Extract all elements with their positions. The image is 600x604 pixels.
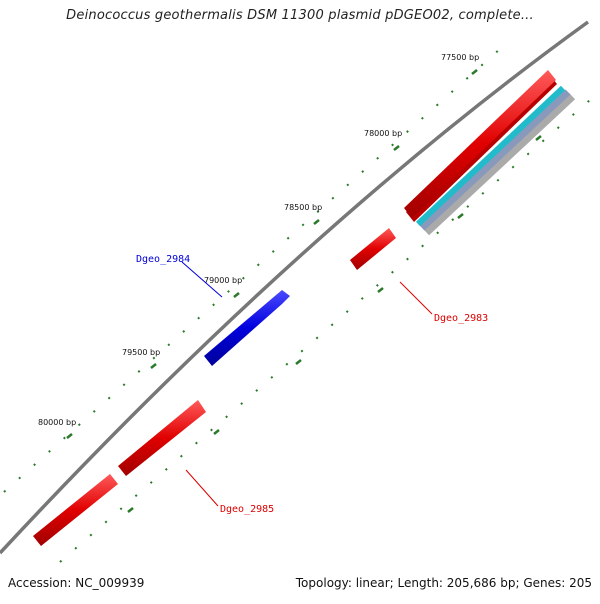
tick-label: 79000 bp (204, 276, 242, 285)
accession-label: Accession: NC_009939 (8, 576, 145, 590)
map-title: Deinococcus geothermalis DSM 11300 plasm… (66, 8, 534, 23)
tick-mark (66, 433, 73, 439)
tick-mark (393, 145, 400, 151)
gene-arrow-dgeo-2983[interactable] (350, 228, 396, 270)
gene-label-dgeo-2983[interactable]: Dgeo_2983 (434, 313, 488, 324)
outer-ruler (3, 39, 511, 493)
gene-label-dgeo-2984[interactable]: Dgeo_2984 (136, 254, 190, 265)
outer-ruler-dots (3, 39, 511, 493)
track-steel (419, 89, 571, 231)
tick-label: 78000 bp (364, 129, 402, 138)
tick-mark (233, 292, 240, 298)
tick-mark (471, 69, 478, 75)
tick-mark (313, 219, 320, 225)
leader-line-dgeo-2985 (185, 469, 219, 507)
track-cyan (415, 85, 566, 227)
tick-label: 78500 bp (284, 203, 322, 212)
gene-arrow-large[interactable] (404, 70, 556, 218)
leader-line-dgeo-2983 (399, 281, 433, 315)
gene-arrow-lower[interactable] (33, 474, 118, 546)
tick-mark (213, 429, 220, 435)
tick-mark (127, 507, 134, 513)
genes (33, 70, 557, 546)
gene-arrow-dgeo-2985[interactable] (118, 400, 206, 476)
tick-mark (457, 213, 464, 219)
inner-ruler-dots (59, 99, 591, 563)
leader-line-dgeo-2984 (181, 261, 223, 298)
tick-mark (377, 287, 384, 293)
tick-labels: 77500 bp 78000 bp 78500 bp 79000 bp 7950… (38, 53, 479, 427)
tick-label: 80000 bp (38, 418, 76, 427)
track-shadow (422, 92, 576, 236)
feature-tracks (415, 85, 576, 236)
tick-label: 79500 bp (122, 348, 160, 357)
tick-mark (295, 359, 302, 365)
gene-labels: Dgeo_2984 Dgeo_2983 Dgeo_2985 (136, 254, 488, 515)
genome-backbone (0, 20, 590, 555)
gene-label-dgeo-2985[interactable]: Dgeo_2985 (220, 504, 274, 515)
tick-mark (535, 135, 542, 141)
inner-ruler (59, 99, 591, 563)
tick-label: 77500 bp (441, 53, 479, 62)
tick-mark (150, 363, 157, 369)
gene-arrow-dgeo-2984[interactable] (204, 290, 290, 366)
genome-summary: Topology: linear; Length: 205,686 bp; Ge… (295, 576, 592, 590)
